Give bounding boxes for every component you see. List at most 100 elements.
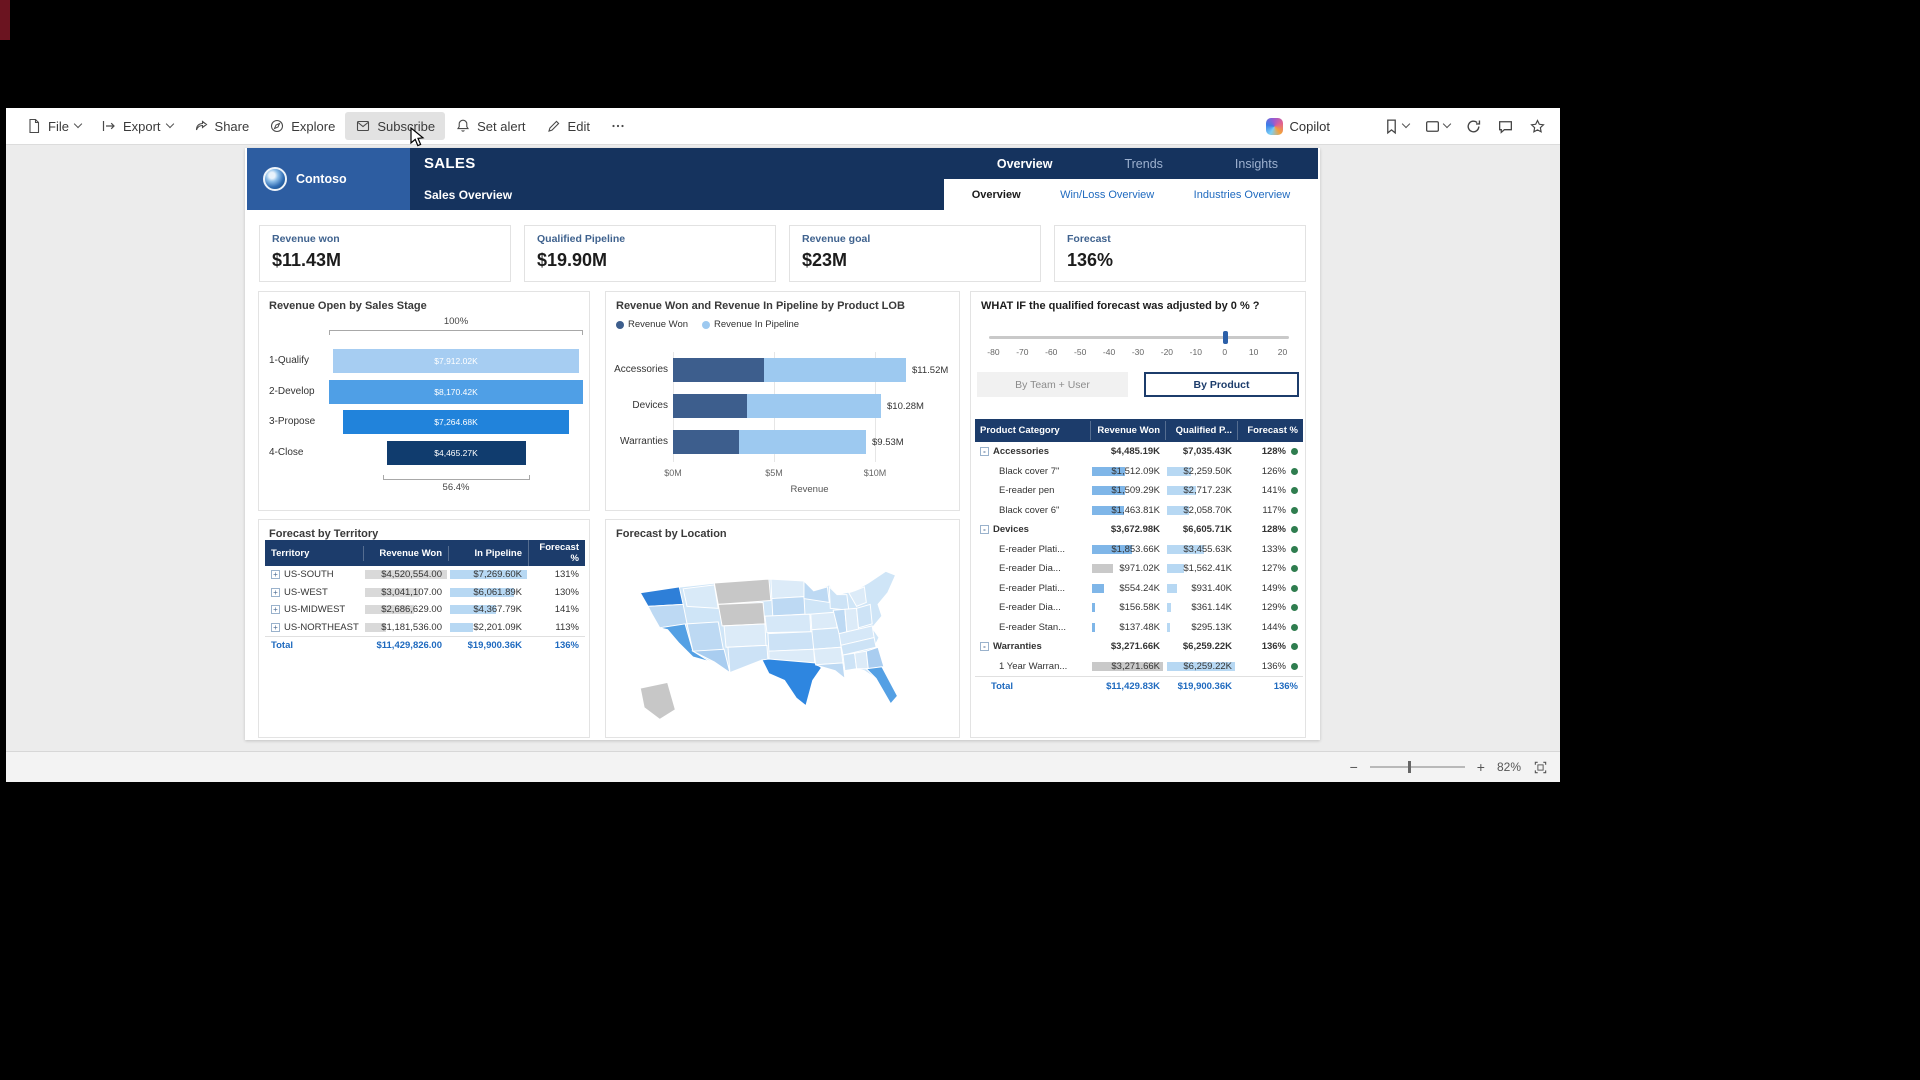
table-row-us-midwest[interactable]: + US-MIDWEST $2,686,629.00 $4,367.79K 141% (265, 601, 585, 619)
expand-icon[interactable]: + (271, 605, 280, 615)
x-tick-label: $10M (863, 468, 887, 478)
zoom-in-button[interactable]: + (1476, 759, 1485, 775)
column-header-product-category[interactable]: Product Category (980, 425, 1060, 436)
funnel-bar[interactable]: $7,912.02K (333, 349, 579, 373)
more-options-button[interactable] (600, 112, 636, 140)
report-toolbar: File Export Share Explore Subscribe Set alert… (6, 108, 1560, 145)
table-row-e-reader-dia[interactable]: E-reader Dia... $971.02K $1,562.41K 127% (975, 559, 1303, 579)
edit-button[interactable]: Edit (536, 112, 600, 140)
bar-revenue-won[interactable] (673, 358, 764, 382)
explore-button[interactable]: Explore (259, 112, 345, 140)
column-header-revenue-won[interactable]: Revenue Won (363, 545, 448, 561)
by-product-toggle[interactable]: By Product (1144, 372, 1299, 397)
view-button[interactable] (1424, 118, 1452, 135)
table-row-1-year-warran[interactable]: 1 Year Warran... $3,271.66K $6,259.22K 136% (975, 657, 1303, 677)
more-icon (610, 118, 626, 134)
funnel-bar[interactable]: $4,465.27K (386, 440, 526, 465)
toolbar-button-label: Edit (567, 118, 590, 134)
revenue-won-value: $4,485.19K (1110, 446, 1160, 458)
fit-to-page-icon[interactable] (1533, 760, 1548, 775)
collapse-icon[interactable]: - (980, 642, 989, 652)
by-team-user-toggle[interactable]: By Team + User (977, 372, 1128, 397)
table-row-us-west[interactable]: + US-WEST $3,041,107.00 $6,061.89K 130% (265, 584, 585, 602)
subscribe-button[interactable]: Subscribe (345, 112, 446, 140)
zoom-slider-handle[interactable] (1407, 761, 1411, 773)
browser-window: File Export Share Explore Subscribe Set alert… (6, 108, 1560, 782)
report-subtab-industries-overview[interactable]: Industries Overview (1193, 188, 1291, 201)
table-row-e-reader-plati[interactable]: E-reader Plati... $1,853.66K $3,455.63K 133… (975, 540, 1303, 560)
table-row-e-reader-pen[interactable]: E-reader pen $1,509.29K $2,717.23K 141% (975, 481, 1303, 501)
funnel-row: 3-Propose $7,264.68K (259, 410, 589, 434)
chevron-down-icon (165, 119, 174, 129)
report-tab-trends[interactable]: Trends (1124, 156, 1163, 171)
funnel-top-percent: 100% (443, 316, 469, 327)
bar-revenue-won[interactable] (673, 394, 747, 418)
table-row-category-warranties[interactable]: - Warranties $3,271.66K $6,259.22K 136% (975, 637, 1303, 657)
bar-revenue-in-pipeline[interactable] (764, 358, 906, 382)
funnel-bottom-percent: 56.4% (442, 482, 470, 493)
forecast-value: 133% (1237, 542, 1303, 557)
funnel-bar[interactable]: $8,170.42K (329, 379, 583, 404)
bookmarks-button[interactable] (1383, 118, 1411, 135)
column-header-qualified-p[interactable]: Qualified P... (1165, 421, 1237, 440)
zoom-out-button[interactable]: − (1349, 759, 1358, 775)
column-header-forecast[interactable]: Forecast % (528, 540, 585, 566)
share-button[interactable]: Share (183, 112, 260, 140)
expand-icon[interactable]: + (271, 570, 280, 580)
slider-tick-label: -40 (1102, 347, 1116, 357)
zoom-slider[interactable] (1369, 761, 1465, 773)
funnel-bottom-bracket (382, 475, 530, 480)
table-row-black-cover-6[interactable]: Black cover 6" $1,463.81K $2,058.70K 117% (975, 501, 1303, 521)
column-header-in-pipeline[interactable]: In Pipeline (448, 545, 528, 561)
forecast-value: 128% (1237, 444, 1303, 459)
brand-block: Contoso (247, 148, 410, 210)
expand-icon[interactable]: + (271, 587, 280, 597)
whatif-slider[interactable] (989, 331, 1289, 344)
favorite-button[interactable] (1529, 118, 1546, 135)
comments-button[interactable] (1497, 118, 1514, 135)
table-row-us-south[interactable]: + US-SOUTH $4,520,554.00 $7,269.60K 131% (265, 566, 585, 584)
report-subtab-overview[interactable]: Overview (971, 188, 1021, 201)
table-row-black-cover-7[interactable]: Black cover 7" $1,512.09K $2,259.50K 126% (975, 462, 1303, 482)
table-row-category-accessories[interactable]: - Accessories $4,485.19K $7,035.43K 128% (975, 442, 1303, 462)
table-row-e-reader-stan[interactable]: E-reader Stan... $137.48K $295.13K 144% (975, 618, 1303, 638)
table-row-us-northeast[interactable]: + US-NORTHEAST $1,181,536.00 $2,201.09K 113% (265, 619, 585, 637)
copilot-button[interactable]: Copilot (1256, 112, 1340, 141)
category-name: Accessories (993, 446, 1049, 458)
funnel-bar[interactable]: $7,264.68K (343, 410, 569, 434)
table-row-category-devices[interactable]: - Devices $3,672.98K $6,605.71K 128% (975, 520, 1303, 540)
slider-tick-label: 10 (1248, 347, 1259, 357)
collapse-icon[interactable]: - (980, 447, 989, 457)
set-alert-button[interactable]: Set alert (445, 112, 535, 140)
column-header-forecast[interactable]: Forecast % (1237, 421, 1303, 440)
chevron-down-icon (1401, 119, 1411, 129)
report-tab-insights[interactable]: Insights (1234, 156, 1278, 171)
funnel-stage-label: 4-Close (269, 446, 304, 458)
expand-icon[interactable]: + (271, 622, 280, 632)
collapse-icon[interactable]: - (980, 525, 989, 535)
data-bar (365, 570, 447, 580)
us-map[interactable] (616, 544, 951, 734)
bar-revenue-in-pipeline[interactable] (739, 430, 866, 454)
kpi-label: Revenue won (272, 233, 340, 245)
report-subtab-win-loss-overview[interactable]: Win/Loss Overview (1060, 188, 1155, 201)
data-bar (1167, 544, 1205, 554)
qualified-value: $7,035.43K (1182, 446, 1232, 458)
whatif-slider-handle[interactable] (1223, 331, 1228, 344)
table-row-e-reader-plati[interactable]: E-reader Plati... $554.24K $931.40K 149% (975, 579, 1303, 599)
export-button[interactable]: Export (91, 112, 183, 140)
table-row-e-reader-dia[interactable]: E-reader Dia... $156.58K $361.14K 129% (975, 598, 1303, 618)
bar-revenue-won[interactable] (673, 430, 739, 454)
file-button[interactable]: File (16, 112, 91, 140)
bar-revenue-in-pipeline[interactable] (747, 394, 881, 418)
total-qualified: $19,900.36K (1177, 680, 1232, 692)
category-label: Devices (632, 400, 668, 411)
qualified-value: $2,717.23K (1183, 485, 1232, 497)
column-header-territory[interactable]: Territory (271, 547, 310, 559)
report-tab-overview[interactable]: Overview (996, 156, 1053, 171)
status-dot-icon (1291, 565, 1298, 573)
refresh-button[interactable] (1465, 118, 1482, 135)
in-pipeline-value: $6,061.89K (473, 586, 522, 598)
column-header-revenue-won[interactable]: Revenue Won (1090, 421, 1165, 440)
qualified-value: $6,259.22K (1183, 660, 1232, 672)
